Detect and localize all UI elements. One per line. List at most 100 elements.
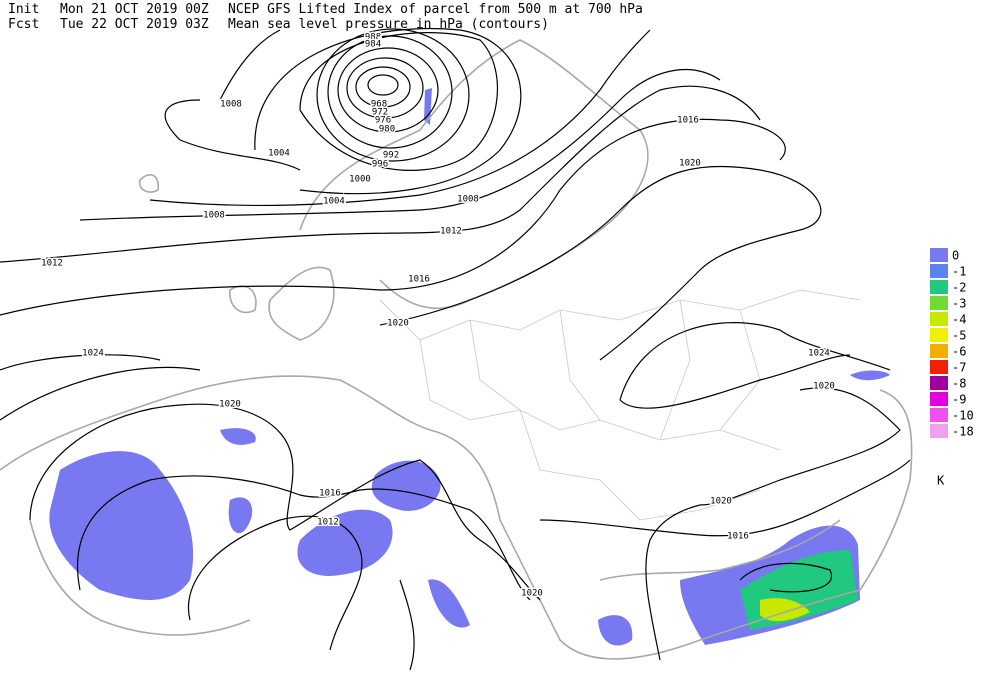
coastline [229, 285, 257, 314]
contour-label: 984 [365, 40, 381, 50]
contour-label: 996 [372, 160, 388, 170]
legend-label: -10 [952, 409, 974, 423]
li-area [850, 370, 890, 381]
contour [399, 579, 415, 671]
init-time: Mon 21 OCT 2019 00Z [60, 2, 209, 17]
legend-label: -7 [952, 361, 966, 375]
li-area [598, 615, 633, 646]
legend-label: -18 [952, 425, 974, 439]
contour [0, 354, 161, 371]
contour-label: 992 [383, 151, 399, 161]
legend-swatch [930, 280, 948, 294]
contour-label: 1020 [521, 589, 543, 599]
legend-swatch [930, 344, 948, 358]
li-area [428, 579, 470, 628]
contour-label: 1016 [727, 532, 749, 542]
contour-label: 1024 [808, 349, 830, 359]
contour [355, 66, 411, 108]
coastline [29, 519, 251, 636]
contour-label: 1020 [710, 497, 732, 507]
li-area [228, 497, 253, 534]
contour [645, 387, 901, 661]
title: NCEP GFS Lifted Index of parcel from 500… [228, 2, 643, 17]
legend-label: -6 [952, 345, 966, 359]
contour-label: 1024 [82, 349, 104, 359]
legend-label: -4 [952, 313, 966, 327]
contour-label: 1020 [387, 319, 409, 329]
fcst-label: Fcst [8, 17, 39, 32]
contour-label: 1020 [219, 400, 241, 410]
contour [367, 74, 399, 96]
border [519, 409, 761, 521]
contour [79, 69, 721, 221]
contour [346, 57, 424, 119]
legend-swatch [930, 424, 948, 438]
fcst-time: Tue 22 OCT 2019 03Z [60, 17, 209, 32]
li-area [297, 509, 393, 576]
contour-label: 1008 [220, 100, 242, 110]
legend-label: -2 [952, 281, 966, 295]
contour [29, 403, 541, 601]
contour-label: 1012 [41, 259, 63, 269]
borders [379, 289, 861, 521]
contour [76, 475, 531, 601]
legend-swatch [930, 248, 948, 262]
contour-label: 1012 [317, 518, 339, 528]
legend-unit: K [937, 474, 945, 488]
contour [316, 28, 470, 162]
coastline [0, 375, 913, 660]
contour [164, 29, 301, 171]
li-area [49, 451, 194, 600]
contour [0, 118, 786, 316]
contour-label: 1016 [319, 489, 341, 499]
legend: K 0 -1 -2 -3 -4 -5 -6 -7 -8 -9 -10 -18 [930, 248, 974, 488]
subtitle: Mean sea level pressure in hPa (contours… [228, 17, 549, 32]
legend-label: -8 [952, 377, 966, 391]
legend-label: 0 [952, 249, 959, 263]
contour-label: 1004 [323, 197, 345, 207]
contour-label: 1004 [268, 149, 290, 159]
contour [299, 32, 499, 171]
coastline [138, 174, 160, 193]
contour-label: 1012 [440, 227, 462, 237]
legend-swatch [930, 264, 948, 278]
contour [149, 29, 651, 207]
contour [0, 322, 891, 421]
contour [337, 47, 439, 133]
init-label: Init [8, 2, 39, 17]
border [419, 339, 781, 451]
contour-label: 1008 [457, 195, 479, 205]
contour [187, 515, 363, 651]
contours [0, 27, 911, 671]
contour [539, 459, 911, 537]
contour-label: 1020 [679, 159, 701, 169]
border [469, 299, 761, 441]
contour-label: 988 [365, 33, 381, 43]
legend-swatch [930, 296, 948, 310]
legend-swatch [930, 360, 948, 374]
legend-label: -3 [952, 297, 966, 311]
contour-label: 976 [375, 116, 391, 126]
contour [739, 562, 833, 593]
contour-label: 1020 [813, 382, 835, 392]
legend-swatch [930, 392, 948, 406]
li-area [220, 428, 256, 445]
contour-label: 1000 [349, 175, 371, 185]
contour [0, 85, 761, 263]
contour [254, 27, 522, 195]
contour-label: 1016 [408, 275, 430, 285]
contour [379, 165, 822, 361]
legend-label: -5 [952, 329, 966, 343]
li-area [371, 460, 441, 511]
border [379, 289, 861, 341]
contour-label: 1008 [203, 211, 225, 221]
header: Init Mon 21 OCT 2019 00Z NCEP GFS Lifted… [8, 2, 643, 32]
legend-swatch [930, 376, 948, 390]
legend-swatch [930, 328, 948, 342]
coastline [599, 519, 841, 581]
legend-label: -9 [952, 393, 966, 407]
legend-swatch [930, 408, 948, 422]
contour-label: 968 [371, 100, 387, 110]
coastline [268, 266, 335, 341]
